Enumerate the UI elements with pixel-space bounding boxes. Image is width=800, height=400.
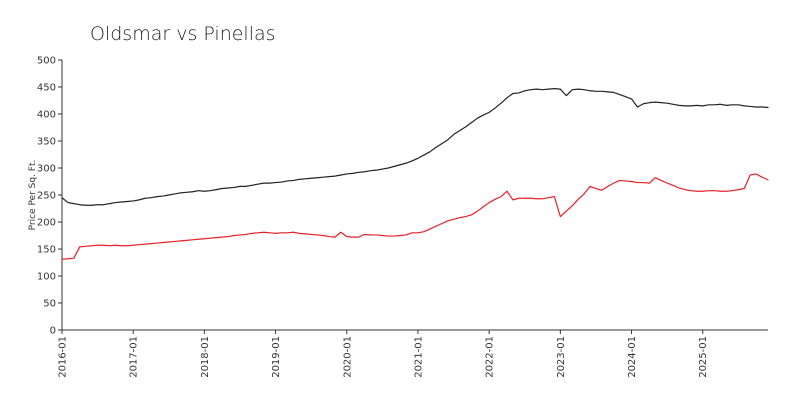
y-tick-label: 450 bbox=[37, 83, 56, 94]
x-axis-ticks: 2016-01 2017-01 2018-01 2019-01 2020-01 2021-… bbox=[58, 330, 709, 378]
y-tick-label: 100 bbox=[37, 272, 56, 283]
x-tick-label: 2024-01 bbox=[627, 336, 638, 378]
y-tick-label: 400 bbox=[37, 110, 56, 121]
y-tick-label: 50 bbox=[43, 299, 56, 310]
x-tick-label: 2017-01 bbox=[129, 336, 140, 378]
y-tick-label: 200 bbox=[37, 218, 56, 229]
y-axis-label: Price Per Sq. Ft. bbox=[28, 160, 38, 231]
y-tick-label: 500 bbox=[37, 56, 56, 67]
x-tick-label: 2020-01 bbox=[342, 336, 353, 378]
x-tick-label: 2019-01 bbox=[271, 336, 282, 378]
series-line-black bbox=[61, 88, 769, 206]
x-tick-label: 2025-01 bbox=[698, 336, 709, 378]
y-axis-ticks: 0 50 100 150 200 250 300 350 400 450 500 bbox=[37, 56, 62, 337]
chart-title: Oldsmar vs Pinellas bbox=[90, 23, 276, 45]
x-tick-label: 2023-01 bbox=[556, 336, 567, 378]
series-layer bbox=[61, 88, 769, 260]
y-tick-label: 300 bbox=[37, 164, 56, 175]
y-tick-label: 350 bbox=[37, 137, 56, 148]
y-tick-label: 0 bbox=[50, 326, 56, 337]
y-tick-label: 250 bbox=[37, 191, 56, 202]
x-tick-label: 2022-01 bbox=[485, 336, 496, 378]
x-tick-label: 2016-01 bbox=[58, 336, 69, 378]
y-tick-label: 150 bbox=[37, 245, 56, 256]
x-tick-label: 2021-01 bbox=[413, 336, 424, 378]
x-tick-label: 2018-01 bbox=[200, 336, 211, 378]
series-line-red bbox=[61, 173, 769, 260]
